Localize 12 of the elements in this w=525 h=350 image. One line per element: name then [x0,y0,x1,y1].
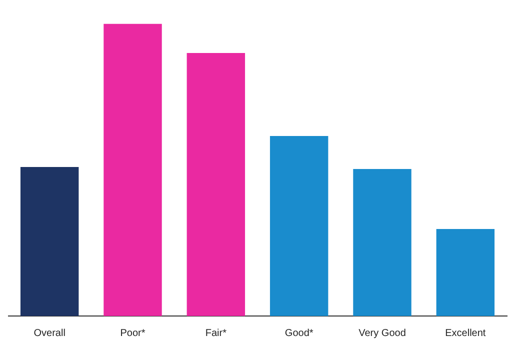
bar [186,53,246,316]
x-tick-label: Good* [284,328,314,339]
x-tick-label: Fair* [205,328,227,339]
bar [20,167,79,316]
bar [104,24,162,316]
bar [436,228,495,316]
bar [270,136,328,316]
x-tick-label: Overall [34,328,66,339]
x-tick-label: Excellent [445,328,486,339]
x-tick-label: Poor* [120,328,146,339]
x-tick-label: Very Good [358,328,406,339]
bar [353,169,412,316]
